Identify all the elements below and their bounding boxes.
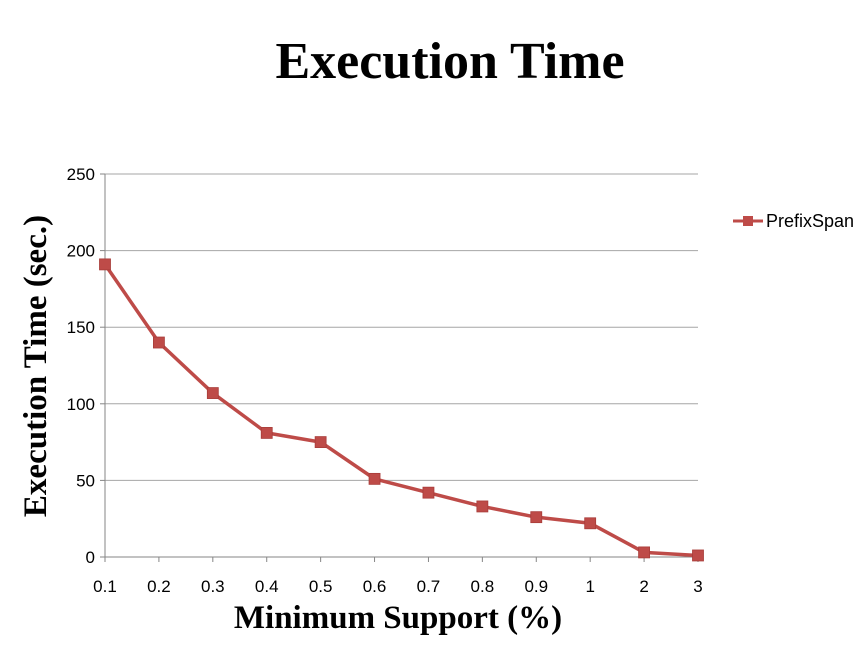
- series-line-prefixspan: [103, 263, 699, 558]
- x-tick-label: 0.7: [417, 577, 441, 596]
- axes: [104, 174, 698, 558]
- y-tick-label: 50: [76, 471, 95, 490]
- y-tick-label: 0: [86, 548, 95, 567]
- legend-label-prefixspan: PrefixSpan: [766, 211, 854, 231]
- x-tick-label: 0.9: [524, 577, 548, 596]
- x-axis-title: Minimum Support (%): [234, 600, 562, 636]
- y-tick-label: 150: [67, 318, 95, 337]
- x-axis-ticks: 0.1 0.2 0.3 0.4 0.5 0.6 0.7 0.8 0.9 1 2 3: [93, 557, 703, 596]
- data-point: [206, 387, 219, 399]
- chart-title: Execution Time: [275, 33, 624, 90]
- x-tick-label: 3: [693, 577, 702, 596]
- data-point: [476, 500, 489, 513]
- legend: PrefixSpan: [733, 211, 854, 231]
- gridlines: [105, 173, 698, 481]
- series-prefixspan: [99, 258, 704, 562]
- y-tick-label: 200: [67, 242, 95, 261]
- x-tick-label: 0.1: [93, 577, 117, 596]
- data-point: [422, 486, 435, 499]
- legend-marker-prefixspan: [743, 216, 753, 226]
- data-point: [584, 517, 597, 530]
- data-point: [638, 546, 650, 559]
- data-point: [530, 511, 543, 524]
- x-tick-label: 0.4: [255, 577, 279, 596]
- data-point: [368, 472, 381, 485]
- data-point: [314, 436, 327, 449]
- x-tick-label: 0.2: [147, 577, 171, 596]
- y-axis-ticks: 0 50 100 150 200 250: [67, 165, 105, 567]
- x-tick-label: 0.3: [201, 577, 225, 596]
- x-tick-label: 2: [639, 577, 648, 596]
- data-point: [692, 549, 704, 562]
- data-point: [153, 336, 165, 349]
- x-tick-label: 0.5: [309, 577, 333, 596]
- data-point: [99, 258, 111, 271]
- y-tick-label: 100: [67, 395, 95, 414]
- x-tick-label: 1: [585, 577, 594, 596]
- y-axis-title: Execution Time (sec.): [18, 215, 54, 517]
- x-tick-label: 0.8: [471, 577, 495, 596]
- x-tick-label: 0.6: [363, 577, 387, 596]
- data-point: [260, 427, 273, 439]
- y-tick-label: 250: [67, 165, 95, 184]
